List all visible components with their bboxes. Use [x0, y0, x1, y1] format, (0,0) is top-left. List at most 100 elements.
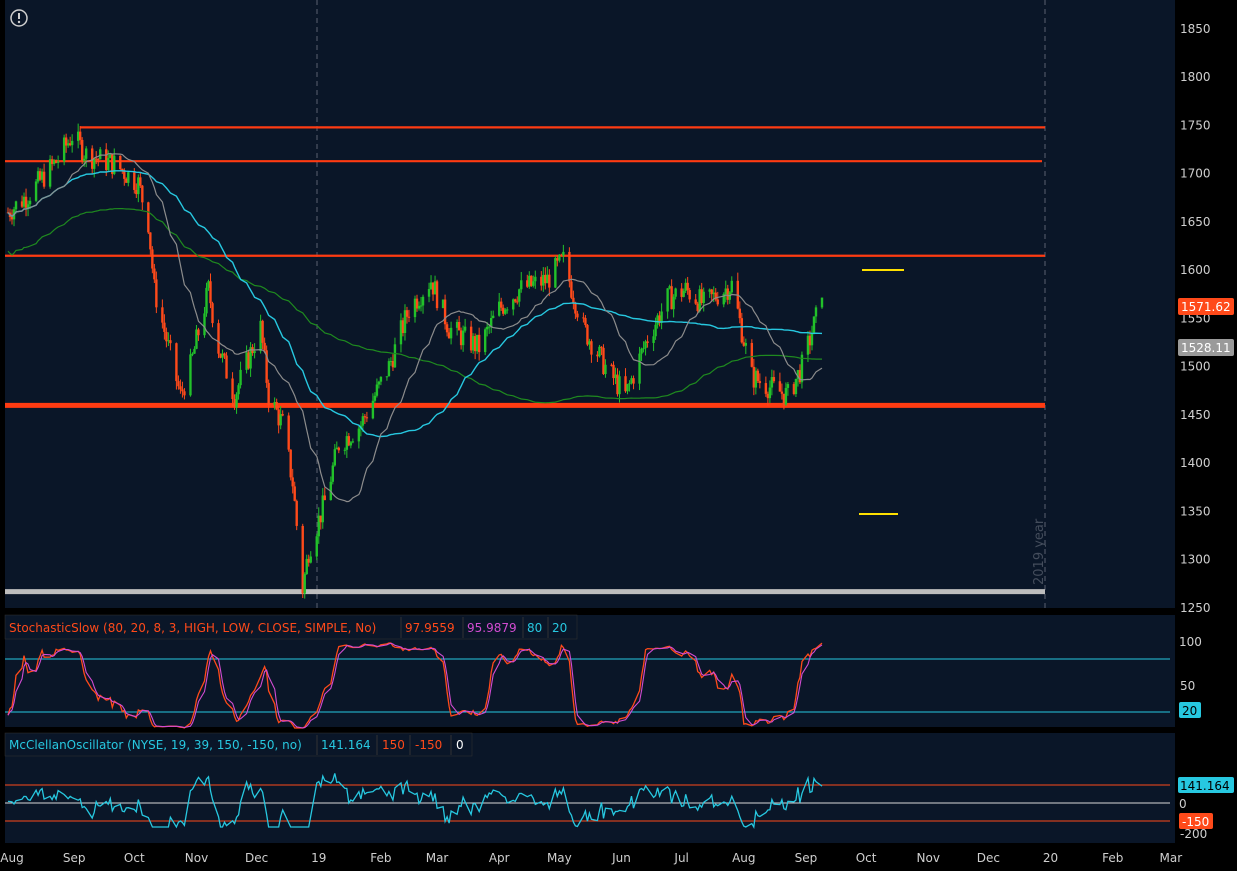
- candle-body: [93, 158, 96, 169]
- candle-body: [113, 155, 116, 174]
- mcclellan-upper: 150: [382, 738, 405, 752]
- candle-body: [754, 370, 758, 388]
- candle-body: [315, 536, 318, 557]
- candle-body: [646, 341, 649, 343]
- candle-body: [62, 137, 66, 162]
- price-tick-1750: 1750: [1180, 118, 1211, 132]
- candle-body: [261, 320, 264, 343]
- candle-body: [682, 290, 685, 297]
- candle-body: [618, 376, 621, 395]
- candle-body: [133, 172, 136, 190]
- candle-body: [66, 143, 70, 146]
- candle-body: [810, 333, 814, 346]
- candle-body: [323, 495, 326, 501]
- candle-body: [291, 477, 294, 487]
- candle-body: [702, 291, 705, 304]
- candle-body: [345, 436, 349, 450]
- moving-averages: [7, 152, 823, 503]
- candle-body: [375, 384, 379, 396]
- candle-body: [405, 310, 409, 317]
- candle-body: [277, 409, 280, 426]
- alert-icon[interactable]: [10, 9, 28, 27]
- candle-body: [175, 343, 178, 382]
- candle-body: [427, 289, 431, 297]
- candle-body: [808, 335, 812, 346]
- time-axis-label: Jun: [611, 851, 631, 865]
- candle-body: [379, 376, 383, 382]
- candle-body: [205, 287, 208, 314]
- candle-body: [191, 353, 194, 355]
- stoch-k-line: [7, 642, 823, 729]
- candle-body: [516, 301, 519, 303]
- candle-body: [812, 316, 816, 334]
- candle-body: [319, 515, 322, 523]
- candle-body: [141, 185, 144, 203]
- candle-body: [14, 201, 18, 210]
- candle-body: [596, 354, 599, 357]
- candle-body: [688, 290, 691, 300]
- candle-body: [10, 216, 14, 220]
- candle-body: [165, 331, 168, 342]
- candle-body: [279, 414, 282, 426]
- candle-body: [455, 322, 459, 328]
- candle-body: [600, 346, 603, 348]
- stoch-overbought: 80: [527, 621, 542, 635]
- time-axis-label: Mar: [426, 851, 449, 865]
- mcclellan-zero: 0: [456, 738, 464, 752]
- price-axis: 1850180017501700165016001550150014501400…: [1180, 22, 1211, 615]
- candle-body: [506, 309, 509, 311]
- candle-body: [377, 381, 381, 385]
- candle-body: [26, 204, 30, 208]
- candle-body: [121, 169, 124, 171]
- candle-body: [197, 329, 200, 336]
- candle-body: [487, 326, 491, 328]
- candle-body: [572, 297, 575, 304]
- price-tick-1450: 1450: [1180, 408, 1211, 422]
- candle-body: [331, 465, 334, 482]
- candle-body: [674, 288, 677, 297]
- candle-body: [52, 160, 56, 164]
- candle-body: [794, 378, 798, 395]
- price-panel[interactable]: [5, 0, 1175, 608]
- candle-body: [337, 447, 341, 451]
- ma-value-tag: 1528.11: [1178, 339, 1234, 356]
- candle-body: [590, 341, 593, 355]
- last-price-tag: 1571.62: [1178, 298, 1234, 315]
- candle-body: [399, 320, 403, 345]
- candle-body: [814, 307, 818, 317]
- candle-body: [610, 364, 613, 366]
- candle-body: [413, 298, 417, 318]
- candle-body: [640, 348, 643, 354]
- candle-body: [696, 303, 699, 312]
- candle-body: [295, 500, 298, 526]
- time-axis-label: 20: [1043, 851, 1058, 865]
- time-axis-label: Dec: [245, 851, 268, 865]
- candle-body: [147, 202, 150, 233]
- candle-body: [161, 307, 164, 323]
- candle-body: [365, 417, 369, 419]
- candle-body: [680, 288, 683, 297]
- candle-body: [628, 383, 631, 385]
- candle-body: [694, 299, 697, 304]
- candle-body: [335, 447, 339, 450]
- candle-body: [263, 342, 266, 351]
- candle-body: [48, 159, 52, 187]
- candle-body: [267, 382, 270, 406]
- candle-body: [582, 317, 585, 319]
- candle-body: [321, 495, 324, 523]
- candle-body: [125, 178, 128, 183]
- candle-body: [445, 324, 449, 333]
- candle-body: [265, 350, 268, 383]
- time-axis[interactable]: Aug Sep Oct Nov Dec 19 Feb Mar Apr May Jun Jul Aug Se…: [0, 851, 1182, 865]
- ma-gray-line: [7, 152, 823, 503]
- candle-body: [177, 381, 180, 387]
- candle-body: [24, 196, 28, 208]
- candle-body: [417, 305, 421, 309]
- candle-body: [167, 340, 170, 342]
- candle-body: [78, 131, 82, 140]
- time-axis-label: Dec: [977, 851, 1000, 865]
- candle-body: [80, 139, 84, 161]
- stoch-d-value: 95.9879: [467, 621, 517, 635]
- mcclellan-value-tag: 141.164: [1178, 777, 1234, 793]
